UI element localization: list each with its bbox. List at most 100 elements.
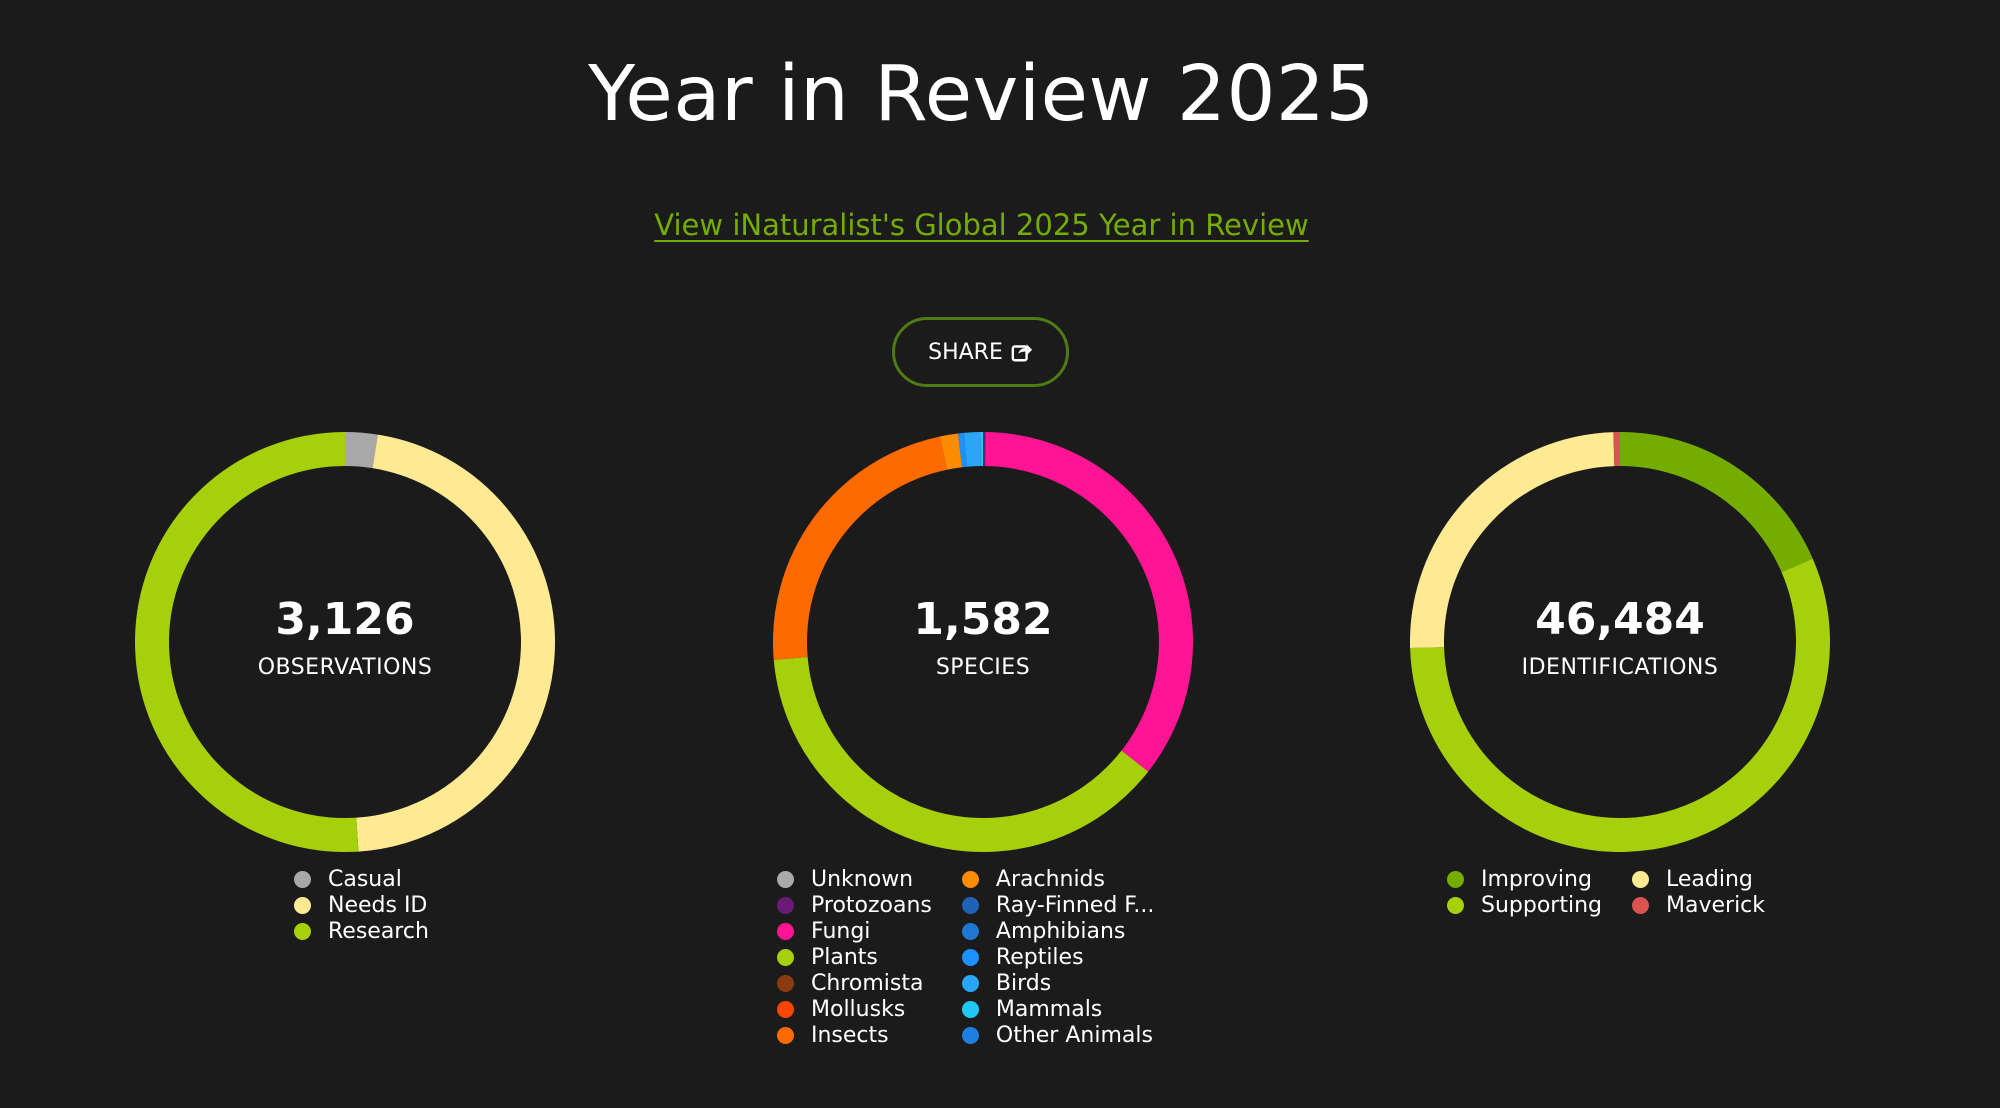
species-center: 1,582 SPECIES xyxy=(773,594,1193,680)
legend-dot xyxy=(961,870,979,888)
observations-chart: 3,126 OBSERVATIONS xyxy=(135,432,555,852)
legend-dot xyxy=(1447,870,1464,888)
legend-dot xyxy=(777,1000,794,1018)
legend-item-mammals[interactable]: Mammals xyxy=(961,996,1155,1022)
donut-slice-research[interactable] xyxy=(135,432,359,852)
global-year-in-review-link[interactable]: View iNaturalist's Global 2025 Year in R… xyxy=(654,208,1309,242)
donut-slice-leading[interactable] xyxy=(1410,432,1615,649)
observations-donut-svg xyxy=(135,432,555,852)
legend-item-protozoans[interactable]: Protozoans xyxy=(777,892,932,918)
legend-label: Casual xyxy=(328,866,402,892)
identifications-center: 46,484 IDENTIFICATIONS xyxy=(1410,594,1830,680)
species-count: 1,582 xyxy=(913,594,1053,645)
observations-legend: Casual Needs ID Research xyxy=(294,866,429,944)
legend-item-arachnids[interactable]: Arachnids xyxy=(961,866,1155,892)
legend-item-needs-id[interactable]: Needs ID xyxy=(294,892,429,918)
observations-center: 3,126 OBSERVATIONS xyxy=(135,594,555,680)
page-title: Year in Review 2025 xyxy=(588,50,1375,139)
donut-slice-birds[interactable] xyxy=(963,432,982,467)
legend-label: Arachnids xyxy=(995,866,1105,892)
donut-slice-supporting[interactable] xyxy=(1410,558,1830,852)
legend-label: Needs ID xyxy=(328,892,428,918)
legend-item-supporting[interactable]: Supporting xyxy=(1447,892,1602,918)
legend-item-chromista[interactable]: Chromista xyxy=(777,970,932,996)
legend-label: Insects xyxy=(811,1022,889,1048)
legend-label: Leading xyxy=(1666,866,1753,892)
donut-slice-arachnids[interactable] xyxy=(939,433,963,470)
species-label: SPECIES xyxy=(935,655,1031,680)
legend-label: Birds xyxy=(995,970,1052,996)
legend-label: Mammals xyxy=(995,996,1103,1022)
donut-slice-reptiles[interactable] xyxy=(958,432,967,468)
legend-label: Ray-Finned F... xyxy=(995,892,1155,918)
donut-slice-fungi[interactable] xyxy=(985,432,1193,772)
legend-item-other-animals[interactable]: Other Animals xyxy=(961,1022,1155,1048)
legend-label: Chromista xyxy=(811,970,924,996)
donut-slice-improving[interactable] xyxy=(1619,432,1813,573)
identifications-donut[interactable]: 46,484 IDENTIFICATIONS xyxy=(1410,432,1830,852)
legend-item-ray-finned-f[interactable]: Ray-Finned F... xyxy=(961,892,1155,918)
legend-dot xyxy=(294,896,311,914)
species-legend: Unknown Protozoans Fungi Plants Chromista Mol… xyxy=(777,866,1154,1048)
species-donut[interactable]: 1,582 SPECIES xyxy=(773,432,1193,852)
legend-dot xyxy=(777,896,794,914)
identifications-legend: Improving Supporting Leading Maverick xyxy=(1447,866,1765,918)
legend-dot xyxy=(777,922,794,940)
legend-item-mollusks[interactable]: Mollusks xyxy=(777,996,932,1022)
legend-item-improving[interactable]: Improving xyxy=(1447,866,1602,892)
legend-label: Research xyxy=(328,918,429,944)
legend-label: Fungi xyxy=(811,918,871,944)
identifications-donut-svg xyxy=(1410,432,1830,852)
identifications-count: 46,484 xyxy=(1535,594,1705,645)
species-chart: 1,582 SPECIES xyxy=(773,432,1193,852)
donut-slice-needs-id[interactable] xyxy=(356,434,555,852)
legend-label: Reptiles xyxy=(995,944,1084,970)
legend-dot xyxy=(961,948,979,966)
legend-label: Supporting xyxy=(1481,892,1602,918)
legend-dot xyxy=(961,974,979,992)
legend-item-leading[interactable]: Leading xyxy=(1632,866,1765,892)
legend-label: Other Animals xyxy=(995,1022,1153,1048)
legend-label: Maverick xyxy=(1666,892,1766,918)
legend-item-plants[interactable]: Plants xyxy=(777,944,932,970)
legend-dot xyxy=(1632,896,1649,914)
legend-dot xyxy=(294,922,311,940)
legend-item-birds[interactable]: Birds xyxy=(961,970,1155,996)
legend-label: Plants xyxy=(811,944,878,970)
donut-slice-insects[interactable] xyxy=(773,436,948,660)
legend-dot xyxy=(961,1026,979,1044)
legend-dot xyxy=(961,922,979,940)
legend-item-amphibians[interactable]: Amphibians xyxy=(961,918,1155,944)
legend-item-maverick[interactable]: Maverick xyxy=(1632,892,1765,918)
legend-label: Amphibians xyxy=(995,918,1126,944)
legend-dot xyxy=(961,1000,979,1018)
legend-item-research[interactable]: Research xyxy=(294,918,429,944)
legend-dot xyxy=(1632,870,1649,888)
legend-label: Protozoans xyxy=(811,892,932,918)
legend-item-unknown[interactable]: Unknown xyxy=(777,866,932,892)
legend-dot xyxy=(777,948,794,966)
legend-label: Improving xyxy=(1481,866,1592,892)
legend-item-reptiles[interactable]: Reptiles xyxy=(961,944,1155,970)
legend-item-casual[interactable]: Casual xyxy=(294,866,429,892)
legend-dot xyxy=(961,896,979,914)
observations-donut[interactable]: 3,126 OBSERVATIONS xyxy=(135,432,555,852)
identifications-label: IDENTIFICATIONS xyxy=(1521,655,1719,680)
legend-dot xyxy=(1447,896,1464,914)
share-button-label: SHARE xyxy=(928,339,1003,365)
legend-item-insects[interactable]: Insects xyxy=(777,1022,932,1048)
species-donut-svg xyxy=(773,432,1193,852)
observations-label: OBSERVATIONS xyxy=(257,655,433,680)
legend-label: Unknown xyxy=(811,866,914,892)
legend-item-fungi[interactable]: Fungi xyxy=(777,918,932,944)
legend-dot xyxy=(294,870,311,888)
legend-label: Mollusks xyxy=(811,996,906,1022)
legend-dot xyxy=(777,870,794,888)
identifications-chart: 46,484 IDENTIFICATIONS xyxy=(1410,432,1830,852)
donut-slice-casual[interactable] xyxy=(344,432,378,469)
share-icon xyxy=(1011,344,1032,362)
donut-slice-plants[interactable] xyxy=(773,656,1149,852)
legend-dot xyxy=(777,1026,794,1044)
observations-count: 3,126 xyxy=(275,594,415,645)
share-button[interactable]: SHARE xyxy=(892,317,1069,387)
